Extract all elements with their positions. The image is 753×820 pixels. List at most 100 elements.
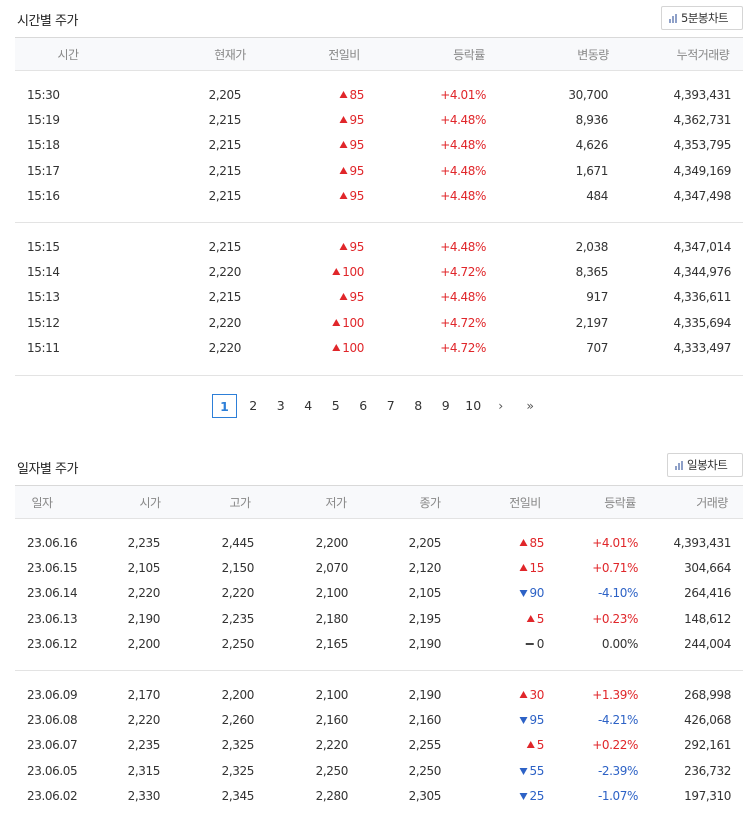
price-cell: 2,215 <box>208 240 242 254</box>
change-cell: 95 <box>339 163 365 178</box>
change-cell: 55 <box>519 764 544 778</box>
change-cell: 100 <box>332 341 364 355</box>
intraday-header-cell: 시간 <box>57 48 79 62</box>
change-cell: 0 <box>525 637 544 651</box>
page-6-link[interactable]: 6 <box>359 398 368 413</box>
date-cell: 23.06.15 <box>27 561 78 576</box>
low-price-cell: 2,200 <box>315 536 349 550</box>
up-arrow-icon <box>339 191 348 199</box>
open-price-cell: 2,330 <box>127 788 161 803</box>
close-price-cell: 2,250 <box>408 763 442 778</box>
close-price-cell: 2,190 <box>408 636 442 651</box>
time-cell: 15:15 <box>27 240 60 254</box>
intraday-header-cell: 변동량 <box>577 48 609 62</box>
change-value: 85 <box>529 536 545 550</box>
daily-header-cell: 전일비 <box>509 496 541 510</box>
rate-cell: +0.23% <box>592 611 638 626</box>
change-value: 95 <box>349 163 365 178</box>
change-value: 30 <box>529 688 545 702</box>
open-price-cell: 2,220 <box>127 586 161 601</box>
page-10-link[interactable]: 10 <box>465 398 482 413</box>
page-3-link[interactable]: 3 <box>276 398 285 413</box>
close-price-cell: 2,105 <box>408 586 442 601</box>
close-price-cell: 2,160 <box>408 713 442 728</box>
volume-cell: 484 <box>586 188 608 203</box>
close-price-cell: 2,190 <box>408 688 442 702</box>
volume-cell: 292,161 <box>684 738 731 753</box>
change-value: 95 <box>349 113 365 128</box>
high-price-cell: 2,150 <box>221 561 255 576</box>
volume-cell: 2,038 <box>575 240 609 254</box>
change-cell: 85 <box>339 88 364 102</box>
change-value: 100 <box>342 315 364 330</box>
rate-cell: -2.39% <box>597 763 638 778</box>
page-9-link[interactable]: 9 <box>441 398 450 413</box>
volume-cell: 264,416 <box>684 586 731 601</box>
page-2-link[interactable]: 2 <box>249 398 258 413</box>
daily-chart-label: 일봉차트 <box>687 458 728 472</box>
up-arrow-icon <box>526 741 535 749</box>
rate-cell: +4.72% <box>440 340 486 355</box>
volume-cell: 244,004 <box>684 636 731 651</box>
time-cell: 15:14 <box>27 265 60 280</box>
page-7-link[interactable]: 7 <box>386 398 395 413</box>
daily-header-top-border <box>15 485 743 486</box>
change-cell: 90 <box>519 586 544 600</box>
up-arrow-icon <box>526 614 535 622</box>
open-price-cell: 2,235 <box>127 536 161 550</box>
time-cell: 15:11 <box>27 340 60 355</box>
low-price-cell: 2,100 <box>315 586 349 601</box>
rate-cell: -4.10% <box>597 586 638 601</box>
volume-cell: 30,700 <box>568 88 608 102</box>
change-value: 25 <box>529 788 545 803</box>
intraday-header-cell: 전일비 <box>328 48 360 62</box>
next-page-chevron-icon[interactable]: › <box>498 398 504 413</box>
five-minute-chart-button[interactable]: 5분봉차트 <box>661 6 743 30</box>
time-cell: 15:13 <box>27 290 60 305</box>
five-minute-chart-label: 5분봉차트 <box>681 11 729 25</box>
change-value: 5 <box>536 611 545 626</box>
page-1-link[interactable]: 1 <box>212 394 237 418</box>
last-page-double-chevron-icon[interactable]: » <box>526 398 535 413</box>
change-value: 95 <box>349 240 365 254</box>
rate-cell: -1.07% <box>597 788 638 803</box>
pagination: 1 2 3 4 5 6 7 8 9 10 › » <box>212 394 544 418</box>
page-4-link[interactable]: 4 <box>304 398 313 413</box>
open-price-cell: 2,220 <box>127 713 161 728</box>
rate-cell: +0.71% <box>592 561 638 576</box>
up-arrow-icon <box>519 691 528 698</box>
intraday-header-row <box>15 38 743 70</box>
up-arrow-icon <box>332 318 341 326</box>
price-cell: 2,220 <box>208 340 242 355</box>
volume-cell: 197,310 <box>684 788 731 803</box>
date-cell: 23.06.16 <box>27 536 78 550</box>
time-cell: 15:19 <box>27 113 60 128</box>
volume-cell: 1,671 <box>575 163 609 178</box>
page-5-link[interactable]: 5 <box>331 398 340 413</box>
rate-cell: +1.39% <box>592 688 638 702</box>
low-price-cell: 2,180 <box>315 611 349 626</box>
daily-header-cell: 종가 <box>419 496 441 510</box>
volume-cell: 268,998 <box>684 688 731 702</box>
cumulative-volume-cell: 4,362,731 <box>673 113 732 128</box>
intraday-header-cell: 누적거래량 <box>676 48 730 62</box>
rate-cell: +4.48% <box>440 240 486 254</box>
close-price-cell: 2,255 <box>408 738 442 753</box>
close-price-cell: 2,195 <box>408 611 442 626</box>
close-price-cell: 2,205 <box>408 536 442 550</box>
time-cell: 15:16 <box>27 188 60 203</box>
down-arrow-icon <box>519 717 528 725</box>
high-price-cell: 2,325 <box>221 763 255 778</box>
price-cell: 2,215 <box>208 290 242 305</box>
daily-chart-button[interactable]: 일봉차트 <box>667 453 743 477</box>
cumulative-volume-cell: 4,393,431 <box>673 88 732 102</box>
up-arrow-icon <box>332 268 341 276</box>
volume-cell: 707 <box>586 340 608 355</box>
change-cell: 95 <box>339 240 365 254</box>
page-8-link[interactable]: 8 <box>414 398 423 413</box>
open-price-cell: 2,190 <box>127 611 161 626</box>
up-arrow-icon <box>339 166 348 174</box>
date-cell: 23.06.08 <box>27 713 78 728</box>
up-arrow-icon <box>339 116 348 124</box>
